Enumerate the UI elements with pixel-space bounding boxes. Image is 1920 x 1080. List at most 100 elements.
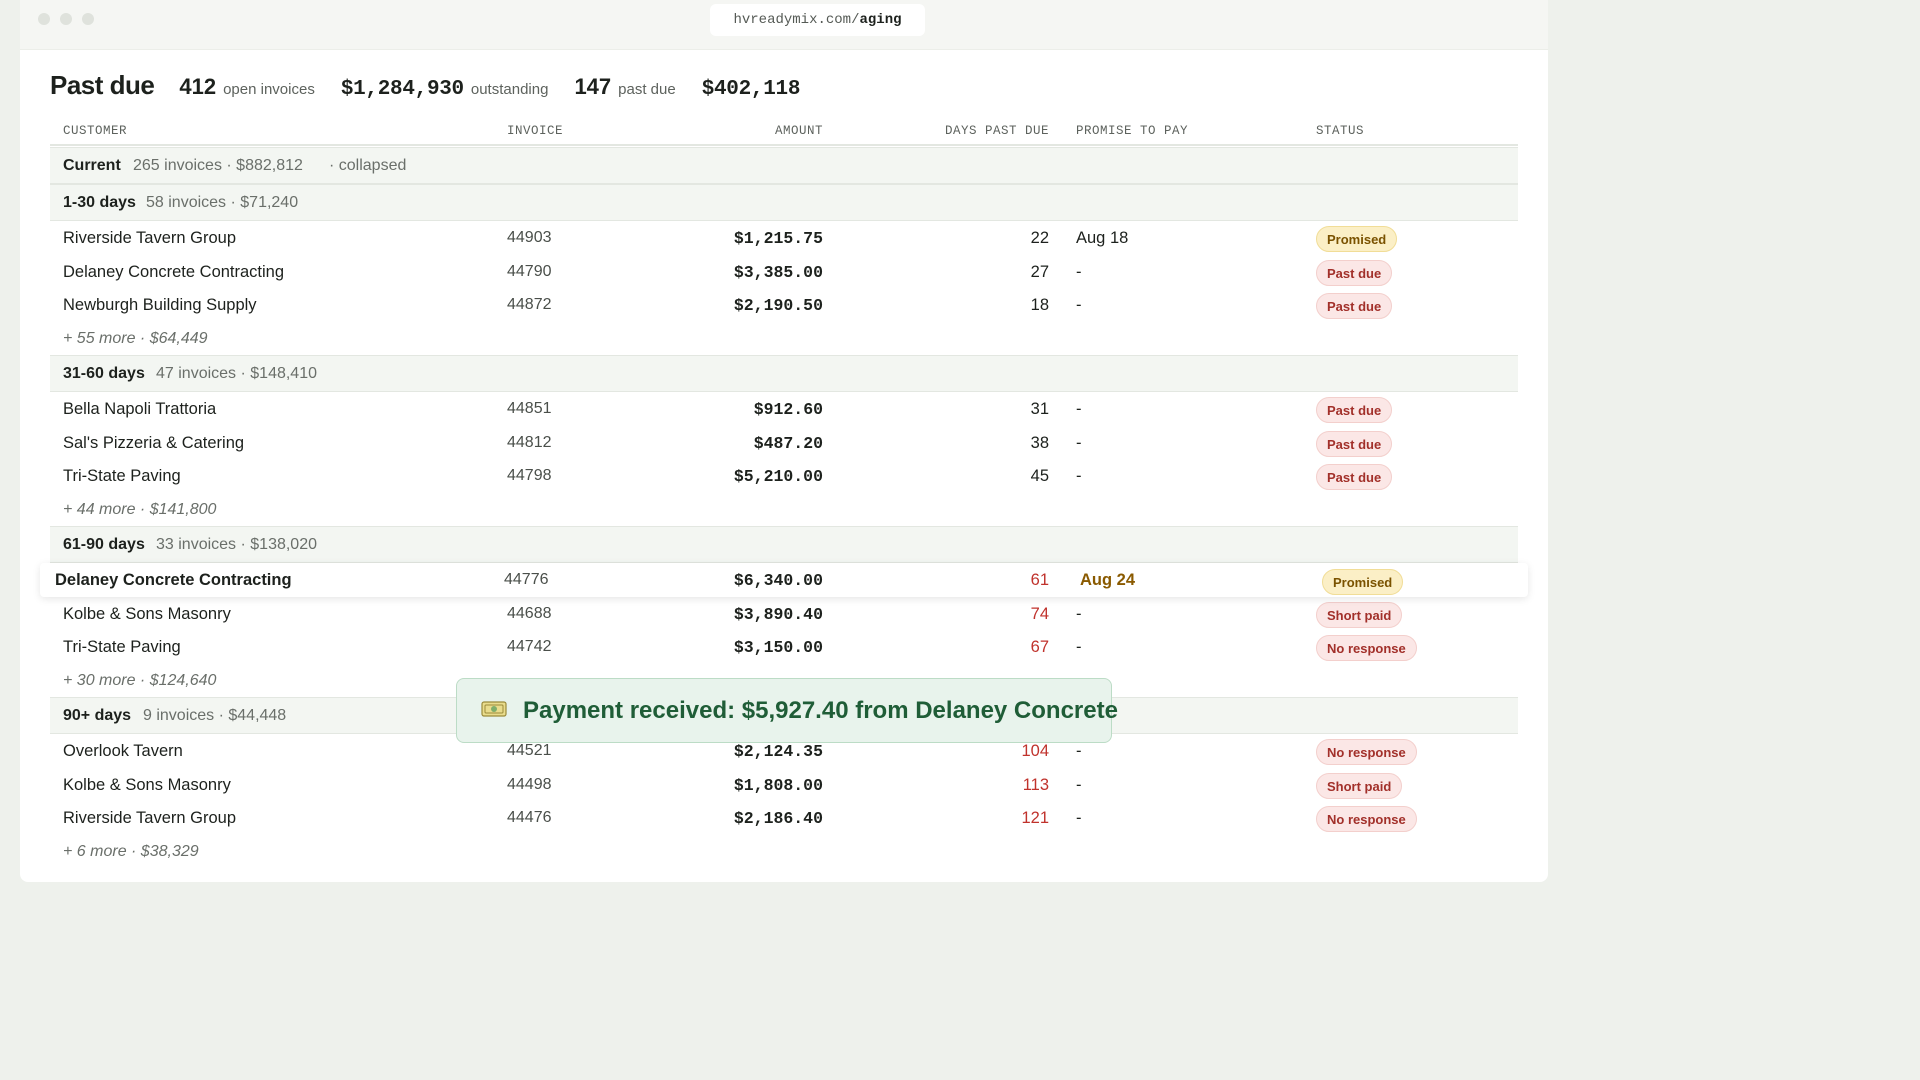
invoice-amount: $912.60	[753, 400, 823, 419]
promise-to-pay: -	[1076, 604, 1082, 623]
invoice-amount: $6,340.00	[733, 571, 823, 590]
invoice-number[interactable]: 44903	[507, 229, 552, 246]
customer-name[interactable]: Overlook Tavern	[63, 742, 183, 760]
group-name: 90+ days	[63, 707, 132, 724]
status-badge[interactable]: Short paid	[1316, 772, 1403, 799]
invoice-number[interactable]: 44776	[504, 571, 549, 588]
browser-titlebar: hvreadymix.com/aging	[20, 0, 1548, 50]
past-due-count: 147	[574, 74, 612, 99]
table-row[interactable]: Tri-State Paving 44742 $3,150.00 67 - No…	[50, 630, 1518, 664]
status-badge[interactable]: No response	[1316, 739, 1417, 765]
promise-to-pay: -	[1076, 433, 1082, 452]
group-header-1-30-days[interactable]: 1-30 days 58 invoices · $71,240	[50, 184, 1518, 221]
status-badge[interactable]: Promised	[1322, 569, 1404, 595]
group-name: Current	[63, 157, 121, 174]
table-row[interactable]: Newburgh Building Supply 44872 $2,190.50…	[50, 288, 1518, 322]
customer-name[interactable]: Kolbe & Sons Masonry	[63, 604, 231, 623]
status-badge[interactable]: Short paid	[1316, 601, 1403, 628]
customer-name[interactable]: Kolbe & Sons Masonry	[63, 775, 231, 794]
invoice-amount: $3,890.40	[733, 604, 823, 624]
browser-window: hvreadymix.com/aging Past due 412 open i…	[20, 0, 1548, 882]
group-name: 31-60 days	[63, 365, 145, 382]
row-highlight	[40, 563, 1528, 597]
status-badge[interactable]: No response	[1316, 635, 1417, 661]
outstanding-amount: $1,284,930	[340, 78, 464, 101]
customer-name[interactable]: Riverside Tavern Group	[63, 809, 237, 827]
customer-name[interactable]: Tri-State Paving	[63, 467, 181, 485]
url-prefix: hvreadymix.com/	[733, 12, 860, 28]
more-rows-link[interactable]: + 44 more · $141,800	[50, 493, 1518, 527]
invoice-amount: $5,210.00	[733, 467, 823, 486]
status-badge[interactable]: Past due	[1316, 464, 1393, 490]
column-header-invoice[interactable]: INVOICE	[507, 124, 564, 138]
table-row[interactable]: Riverside Tavern Group 44476 $2,186.40 1…	[50, 801, 1518, 835]
table-row[interactable]: Overlook Tavern 44521 $2,124.35 104 - No…	[50, 734, 1518, 768]
days-past-due: 31	[1030, 400, 1049, 418]
table-row[interactable]: Tri-State Paving 44798 $5,210.00 45 - Pa…	[50, 459, 1518, 493]
days-past-due: 121	[1021, 809, 1049, 827]
status-badge[interactable]: No response	[1316, 806, 1417, 832]
days-past-due: 27	[1030, 262, 1049, 281]
table-row[interactable]: Kolbe & Sons Masonry 44498 $1,808.00 113…	[50, 768, 1518, 802]
invoice-number[interactable]: 44498	[507, 775, 552, 793]
column-header-promise-to-pay[interactable]: PROMISE TO PAY	[1076, 124, 1189, 138]
column-header-days-past-due[interactable]: DAYS PAST DUE	[944, 124, 1049, 138]
invoice-amount: $2,124.35	[733, 742, 823, 761]
url-bar[interactable]: hvreadymix.com/aging	[710, 4, 925, 36]
group-header-61-90-days[interactable]: 61-90 days 33 invoices · $138,020	[50, 526, 1518, 563]
invoice-number[interactable]: 44688	[507, 604, 552, 622]
status-badge[interactable]: Promised	[1316, 226, 1398, 252]
customer-name[interactable]: Newburgh Building Supply	[63, 296, 257, 314]
promise-to-pay: -	[1076, 775, 1082, 794]
invoice-number[interactable]: 44790	[507, 262, 552, 280]
window-minimize-dot[interactable]	[60, 13, 72, 25]
window-close-dot[interactable]	[38, 13, 50, 25]
url-path: aging	[859, 12, 902, 28]
status-badge[interactable]: Past due	[1316, 293, 1393, 319]
group-summary: 58 invoices · $71,240	[146, 194, 299, 211]
days-past-due: 45	[1030, 467, 1049, 485]
summary-bar: Past due 412 open invoices $1,284,930 ou…	[50, 70, 807, 110]
group-header-31-60-days[interactable]: 31-60 days 47 invoices · $148,410	[50, 355, 1518, 392]
table-row[interactable]: Riverside Tavern Group 44903 $1,215.75 2…	[50, 221, 1518, 255]
column-header-status[interactable]: STATUS	[1316, 124, 1365, 138]
customer-name[interactable]: Delaney Concrete Contracting	[55, 571, 292, 589]
invoice-amount: $487.20	[753, 433, 823, 453]
more-rows-link[interactable]: + 6 more · $38,329	[50, 835, 1518, 869]
window-zoom-dot[interactable]	[82, 13, 94, 25]
status-badge[interactable]: Past due	[1316, 397, 1393, 423]
invoice-number[interactable]: 44742	[507, 638, 552, 655]
more-rows-link[interactable]: + 30 more · $124,640	[50, 664, 1518, 698]
toast-message: Payment received: $5,927.40 from Delaney…	[523, 697, 1118, 724]
table-row[interactable]: Delaney Concrete Contracting 44790 $3,38…	[50, 255, 1518, 289]
invoice-amount: $1,215.75	[733, 229, 823, 248]
table-row[interactable]: Kolbe & Sons Masonry 44688 $3,890.40 74 …	[50, 597, 1518, 631]
invoice-number[interactable]: 44872	[507, 296, 552, 313]
customer-name[interactable]: Sal's Pizzeria & Catering	[63, 433, 245, 452]
invoice-number[interactable]: 44521	[507, 742, 552, 759]
table-row-highlighted[interactable]: Delaney Concrete Contracting 44776 $6,34…	[40, 563, 1528, 597]
more-rows-label: + 55 more · $64,449	[63, 329, 208, 347]
invoice-number[interactable]: 44812	[507, 433, 552, 451]
open-invoices-count: 412	[179, 74, 217, 99]
group-header-current[interactable]: Current 265 invoices · $882,812 · collap…	[50, 147, 1518, 184]
invoice-number[interactable]: 44851	[507, 400, 552, 417]
days-past-due: 67	[1030, 638, 1049, 656]
invoice-number[interactable]: 44476	[507, 809, 552, 826]
promise-to-pay: Aug 18	[1076, 229, 1129, 247]
more-rows-link[interactable]: + 55 more · $64,449	[50, 322, 1518, 356]
customer-name[interactable]: Bella Napoli Trattoria	[63, 400, 217, 418]
customer-name[interactable]: Delaney Concrete Contracting	[63, 262, 285, 281]
payment-toast[interactable]: Payment received: $5,927.40 from Delaney…	[456, 678, 1118, 743]
promise-to-pay: -	[1076, 809, 1082, 827]
customer-name[interactable]: Tri-State Paving	[63, 638, 181, 656]
invoice-number[interactable]: 44798	[507, 467, 552, 484]
column-header-amount[interactable]: AMOUNT	[774, 124, 823, 138]
column-header-customer[interactable]: CUSTOMER	[63, 124, 128, 138]
status-badge[interactable]: Past due	[1316, 430, 1393, 457]
customer-name[interactable]: Riverside Tavern Group	[63, 229, 237, 247]
table-row[interactable]: Bella Napoli Trattoria 44851 $912.60 31 …	[50, 392, 1518, 426]
past-due-label: past due	[618, 81, 676, 98]
status-badge[interactable]: Past due	[1316, 259, 1393, 286]
table-row[interactable]: Sal's Pizzeria & Catering 44812 $487.20 …	[50, 426, 1518, 460]
